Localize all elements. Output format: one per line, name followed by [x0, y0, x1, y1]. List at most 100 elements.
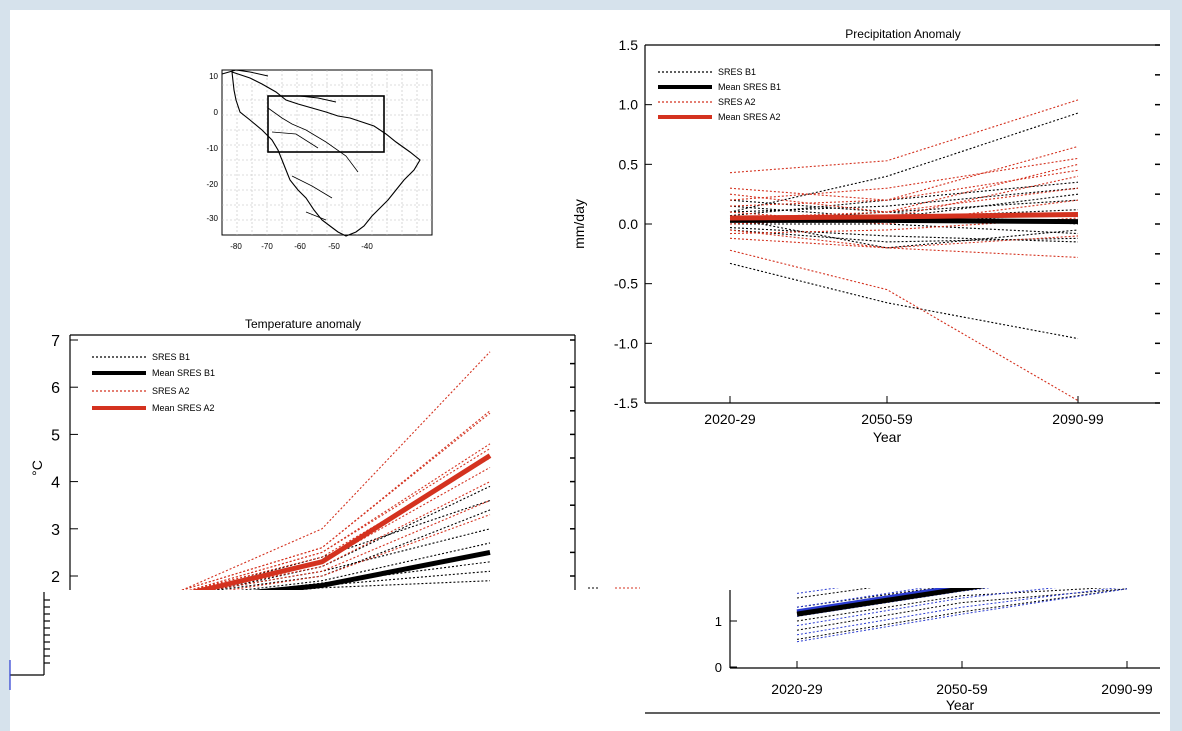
temp-legend-a2: SRES A2	[152, 386, 190, 396]
temp-ytick-label: 5	[51, 427, 60, 444]
map-lon-label: -80	[230, 242, 242, 251]
precip-a2-member-line	[729, 229, 1079, 249]
temp-chart: Temperature anomaly 7 6 5 4 3 2 °C SRES B1 Me…	[29, 317, 576, 590]
partial-xtick-label: 2050-59	[936, 681, 988, 697]
partial-x-ticks: 2020-29 2050-59 2090-99	[771, 661, 1153, 697]
precip-ytick-label: -1.5	[614, 395, 638, 411]
temp-a2-member-line	[200, 466, 491, 590]
temp-ytick-label: 3	[51, 522, 60, 539]
precip-b1-member-line	[729, 262, 1079, 340]
precip-mean-a2-line	[729, 211, 1079, 221]
map-inset: 10 0 -10 -20 -30 -80 -70 -60 -50 -40	[206, 69, 433, 251]
precip-ytick-label: 1.5	[619, 37, 639, 53]
temp-mean-lines	[191, 453, 492, 590]
precip-legend-a2: SRES A2	[718, 97, 756, 107]
temp-a2-member-line	[226, 514, 491, 590]
temp-title: Temperature anomaly	[245, 317, 361, 331]
map-lat-label: -30	[206, 214, 218, 223]
precip-xlabel: Year	[873, 429, 902, 445]
precip-a2-member-line	[729, 169, 1079, 207]
partial-blue-member-line	[796, 588, 840, 594]
precip-x-ticks: 2020-29 2050-59 2090-99	[704, 396, 1104, 427]
map-lon-label: -40	[361, 242, 373, 251]
partial-black-member-line	[796, 588, 939, 608]
temp-a2-member-line	[188, 448, 491, 590]
temp-legend-mean-b1: Mean SRES B1	[152, 368, 215, 378]
map-grid	[222, 70, 432, 235]
precip-legend-mean-a2: Mean SRES A2	[718, 112, 781, 122]
study-region-box	[267, 95, 385, 153]
precip-a2-member-line	[729, 237, 1079, 258]
map-lat-label: 10	[209, 72, 218, 81]
precip-ytick-label: 0.5	[619, 156, 639, 172]
temp-legend: SRES B1 Mean SRES B1 SRES A2 Mean SRES A…	[92, 352, 215, 413]
precip-ylabel: mm/day	[571, 199, 587, 249]
precip-a2-member-line	[729, 157, 1079, 201]
partial-ensemble-lines	[796, 588, 1128, 643]
south-america-coastline	[231, 71, 421, 237]
precip-xtick-label: 2050-59	[861, 411, 913, 427]
partial-black-member-line	[796, 588, 1128, 631]
partial-blue-member-line	[796, 588, 1120, 636]
left-fragment	[9, 592, 50, 690]
figure-panel	[10, 10, 1170, 731]
partial-xlabel: Year	[946, 697, 975, 713]
precip-ytick-label: -1.0	[614, 335, 638, 351]
precip-ytick-label: 1.0	[619, 97, 639, 113]
precip-ensemble-lines	[729, 99, 1079, 402]
partial-y-ticks: 10	[715, 614, 737, 675]
temp-legend-b1: SRES B1	[152, 352, 190, 362]
temp-mean-a2-line	[191, 453, 492, 590]
temp-ytick-label: 2	[51, 569, 60, 586]
precip-title: Precipitation Anomaly	[845, 27, 960, 41]
precip-legend-b1: SRES B1	[718, 67, 756, 77]
precip-y-ticks: 1.5 1.0 0.5 0.0 -0.5 -1.0 -1.5	[614, 37, 652, 411]
map-lat-label: -20	[206, 180, 218, 189]
precip-ytick-label: 0.0	[619, 216, 639, 232]
precip-mean-b1-line	[730, 217, 1079, 225]
precip-mean-lines	[729, 211, 1079, 225]
precip-legend: SRES B1 Mean SRES B1 SRES A2 Mean SRES A…	[658, 67, 781, 122]
temp-ytick-label: 6	[51, 380, 60, 397]
precip-xtick-label: 2020-29	[704, 411, 756, 427]
partial-blue-member-line	[796, 588, 991, 617]
map-lon-ticks: -80 -70 -60 -50 -40	[230, 242, 373, 251]
map-lon-label: -70	[261, 242, 273, 251]
precip-b1-member-line	[729, 217, 1079, 249]
map-lat-label: 0	[214, 108, 219, 117]
temp-a2-member-line	[189, 457, 491, 590]
partial-ytick-label: 1	[715, 614, 722, 629]
precip-a2-member-line	[729, 249, 1079, 402]
map-lon-label: -60	[294, 242, 306, 251]
temp-mean-b1-line	[252, 549, 491, 590]
partial-chart: 10 2020-29 2050-59 2090-99 Year	[645, 588, 1160, 714]
country-borders	[267, 107, 359, 221]
temp-a2-member-line	[207, 499, 491, 590]
map-lat-label: -10	[206, 144, 218, 153]
precip-ytick-label: -0.5	[614, 276, 638, 292]
precip-legend-mean-b1: Mean SRES B1	[718, 82, 781, 92]
temp-a2-member-line	[181, 412, 491, 590]
partial-xtick-label: 2090-99	[1101, 681, 1153, 697]
temp-ensemble-lines	[181, 351, 491, 590]
partial-mean-black-line	[796, 588, 986, 617]
partial-xtick-label: 2020-29	[771, 681, 823, 697]
partial-black-member-line	[796, 588, 1110, 622]
precip-b1-member-line	[729, 187, 1079, 213]
partial-ytick-label: 0	[715, 660, 722, 675]
precip-a2-member-line	[729, 99, 1079, 174]
temp-a2-member-line	[203, 481, 491, 590]
precip-b1-member-line	[729, 181, 1079, 217]
precip-xtick-label: 2090-99	[1052, 411, 1104, 427]
map-lon-label: -50	[328, 242, 340, 251]
temp-b1-member-line	[238, 542, 491, 590]
precip-chart: Precipitation Anomaly 1.5 1.0 0.5 0.0 -0.5 -1…	[571, 27, 1160, 445]
temp-legend-mean-a2: Mean SRES A2	[152, 403, 215, 413]
temp-y-ticks: 7 6 5 4 3 2	[51, 333, 78, 586]
precip-a2-member-line	[729, 145, 1079, 201]
temp-right-ticks	[570, 339, 575, 577]
partial-blue-member-line	[796, 588, 1128, 643]
temp-a2-member-line	[181, 351, 491, 590]
